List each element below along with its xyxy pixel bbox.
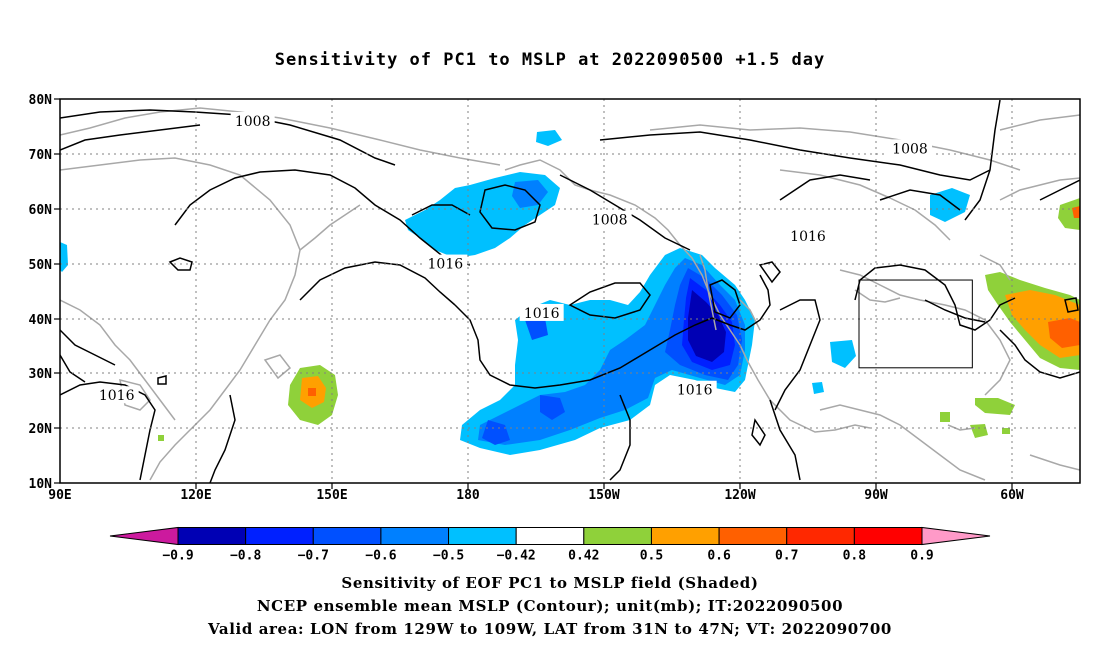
colorbar-label: −0.42 (497, 549, 536, 564)
lon-tick-label: 90E (48, 488, 71, 503)
colorbar-label: −0.6 (365, 549, 396, 564)
lat-tick-label: 30N (29, 367, 53, 382)
west-pacific-positive-peak (308, 388, 316, 396)
negative-patch (482, 420, 510, 445)
colorbar-swatch (786, 527, 855, 545)
plot-frame (59, 98, 1081, 484)
colorbar-min-arrow (109, 526, 179, 546)
lat-tick-label: 60N (29, 203, 53, 218)
contour-labels: 1008100810081016101610161016101610161016 (94, 111, 1100, 404)
colorbar-label: 0.7 (775, 549, 798, 564)
lat-axis: 80N 70N 60N 50N 40N 30N 20N 10N (29, 93, 53, 492)
lon-tick-label: 120E (180, 488, 211, 503)
colorbar-swatch (312, 527, 382, 545)
contour-label: 1016 (677, 383, 713, 399)
lat-tick-label: 50N (29, 258, 53, 273)
caribbean-positive (975, 398, 1015, 415)
colorbar-swatch (245, 527, 314, 545)
colorbar-swatch (853, 527, 923, 545)
lat-tick-label: 40N (29, 313, 53, 328)
colorbar-label: −0.7 (298, 549, 329, 564)
shaded-sensitivity (60, 130, 1080, 455)
caption-line-1: Sensitivity of EOF PC1 to MSLP field (Sh… (341, 574, 759, 592)
lon-tick-label: 60W (1000, 488, 1024, 503)
colorbar-label: 0.6 (707, 549, 731, 564)
negative-patch (540, 395, 565, 420)
colorbar-swatch (718, 527, 788, 545)
colorbar-label: −0.5 (433, 549, 464, 564)
lon-tick-label: 150W (588, 488, 619, 503)
contour-label-bg (519, 303, 564, 321)
contour-label-bg (587, 210, 632, 228)
small-positive (1002, 428, 1010, 434)
contour-label: 1016 (428, 257, 464, 273)
contour-label-bg (1092, 260, 1100, 277)
contour-label: 1016 (524, 306, 560, 322)
contour-label-bg (94, 386, 139, 404)
contour-label-bg (888, 139, 932, 157)
contour-label-bg (672, 380, 717, 398)
contour-label: 1008 (892, 141, 928, 157)
colorbar-labels: −0.9 −0.8 −0.7 −0.6 −0.5 −0.42 0.42 0.5 0.6 0.7 0.… (162, 549, 933, 564)
gulf-negative (830, 340, 856, 368)
small-positive (158, 435, 164, 441)
colorbar (109, 526, 991, 546)
lat-tick-label: 10N (29, 477, 53, 492)
lat-tick-label: 20N (29, 422, 53, 437)
contour-label-bg (423, 254, 468, 272)
arctic-negative (536, 130, 562, 146)
colorbar-label: 0.42 (568, 549, 599, 564)
colorbar-label: −0.8 (230, 549, 261, 564)
atlantic-positive-north (1058, 198, 1080, 230)
lon-tick-label: 150E (316, 488, 347, 503)
map-title: Sensitivity of PC1 to MSLP at 2022090500… (274, 50, 826, 70)
lon-axis: 90E 120E 150E 180 150W 120W 90W 60W (48, 488, 1024, 503)
contour-label: 1016 (99, 388, 135, 404)
labrador-negative (930, 188, 970, 222)
negative-patch (525, 318, 548, 340)
colorbar-swatch (515, 527, 585, 545)
contour-label: 1008 (592, 213, 628, 229)
lon-tick-label: 90W (864, 488, 888, 503)
contour-label: 1008 (235, 114, 271, 130)
colorbar-swatch (177, 527, 247, 545)
lat-tick-label: 80N (29, 93, 53, 108)
mslp-contours (60, 99, 1080, 483)
small-positive (940, 412, 950, 422)
caption-line-3: Valid area: LON from 129W to 109W, LAT f… (208, 620, 892, 638)
colorbar-label: 0.9 (910, 549, 933, 564)
contour-label-bg (786, 227, 830, 245)
negative-core-inner (688, 290, 726, 362)
atlantic-positive-peak (1048, 318, 1080, 348)
colorbar-swatch (448, 527, 517, 545)
gridlines (60, 99, 1080, 483)
colorbar-label: 0.8 (843, 549, 867, 564)
colorbar-max-arrow (921, 526, 991, 546)
lon-tick-label: 120W (724, 488, 755, 503)
small-negative (812, 382, 824, 394)
colorbar-label: 0.5 (640, 549, 663, 564)
lon-tick-label: 180 (456, 488, 480, 503)
contour-label: 1016 (1096, 262, 1100, 278)
caption-line-2: NCEP ensemble mean MSLP (Contour); unit(… (256, 597, 844, 615)
valid-area-box (858, 279, 973, 369)
lat-tick-label: 70N (29, 148, 53, 163)
colorbar-label: −0.9 (162, 549, 193, 564)
colorbar-swatch (380, 527, 450, 545)
lat-ticks (54, 98, 60, 484)
colorbar-swatch (650, 527, 720, 545)
colorbar-swatch (583, 527, 652, 545)
lon-ticks (195, 483, 1013, 489)
contour-label-bg (230, 111, 275, 129)
contour-label: 1016 (790, 229, 826, 245)
